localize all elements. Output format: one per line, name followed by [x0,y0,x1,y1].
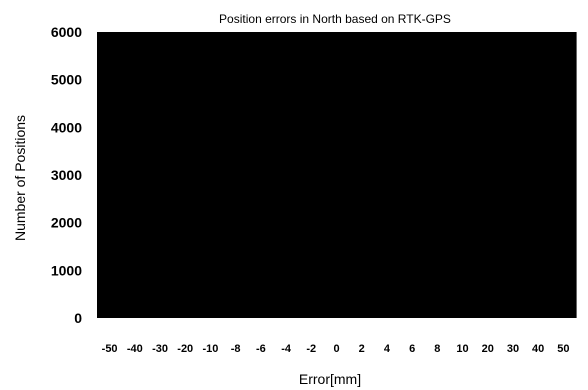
y-tick-label: 0 [74,310,82,326]
x-tick-label: -2 [306,343,316,355]
y-axis-label: Number of Positions [12,115,28,241]
y-tick-label: 3000 [51,167,82,183]
x-axis: -50 -40 -30 -20 -10 -8 -6 -4 -2 0 2 4 6 8 10 20 30 40 50 [102,343,570,355]
y-tick-label: 4000 [51,119,82,135]
y-tick-label: 6000 [51,24,82,40]
bar--8 [223,32,249,318]
x-tick-label: 40 [532,343,544,355]
bar-8 [424,32,451,318]
x-tick-label: -8 [231,343,241,355]
bar-6 [399,32,426,318]
x-tick-label: -20 [177,343,193,355]
bar-0 [323,32,350,318]
plot-area [97,32,577,318]
x-tick-label: 2 [359,343,365,355]
bar--40 [122,32,149,318]
chart-title: Position errors in North based on RTK-GP… [219,12,451,26]
x-tick-label: 0 [333,343,339,355]
y-tick-label: 1000 [51,262,82,278]
bar-10 [449,32,476,318]
x-tick-label: 6 [409,343,415,355]
bar--10 [197,32,224,318]
x-tick-label: -6 [256,343,266,355]
bar--30 [147,32,174,318]
x-tick-label: 10 [456,343,468,355]
bar--50 [97,32,123,318]
x-tick-label: -10 [202,343,218,355]
x-tick-label: 4 [384,343,391,355]
x-tick-label: -40 [127,343,143,355]
y-tick-label: 5000 [51,72,82,88]
bar--20 [172,32,199,318]
bar--6 [248,32,275,318]
bar--2 [298,32,325,318]
bar-2 [349,32,375,318]
x-tick-label: -50 [102,343,118,355]
bar-40 [525,32,552,318]
x-tick-label: -30 [152,343,168,355]
x-tick-label: 50 [557,343,569,355]
x-axis-label: Error[mm] [299,371,361,387]
y-axis: 0 1000 2000 3000 4000 5000 6000 [51,24,82,326]
bar-30 [500,32,527,318]
x-tick-label: 20 [482,343,494,355]
x-tick-label: -4 [281,343,292,355]
y-tick-label: 2000 [51,215,82,231]
bar-20 [475,32,501,318]
bar-50 [550,32,577,318]
bar--4 [273,32,300,318]
bar-4 [374,32,401,318]
x-tick-label: 8 [434,343,440,355]
x-tick-label: 30 [507,343,519,355]
